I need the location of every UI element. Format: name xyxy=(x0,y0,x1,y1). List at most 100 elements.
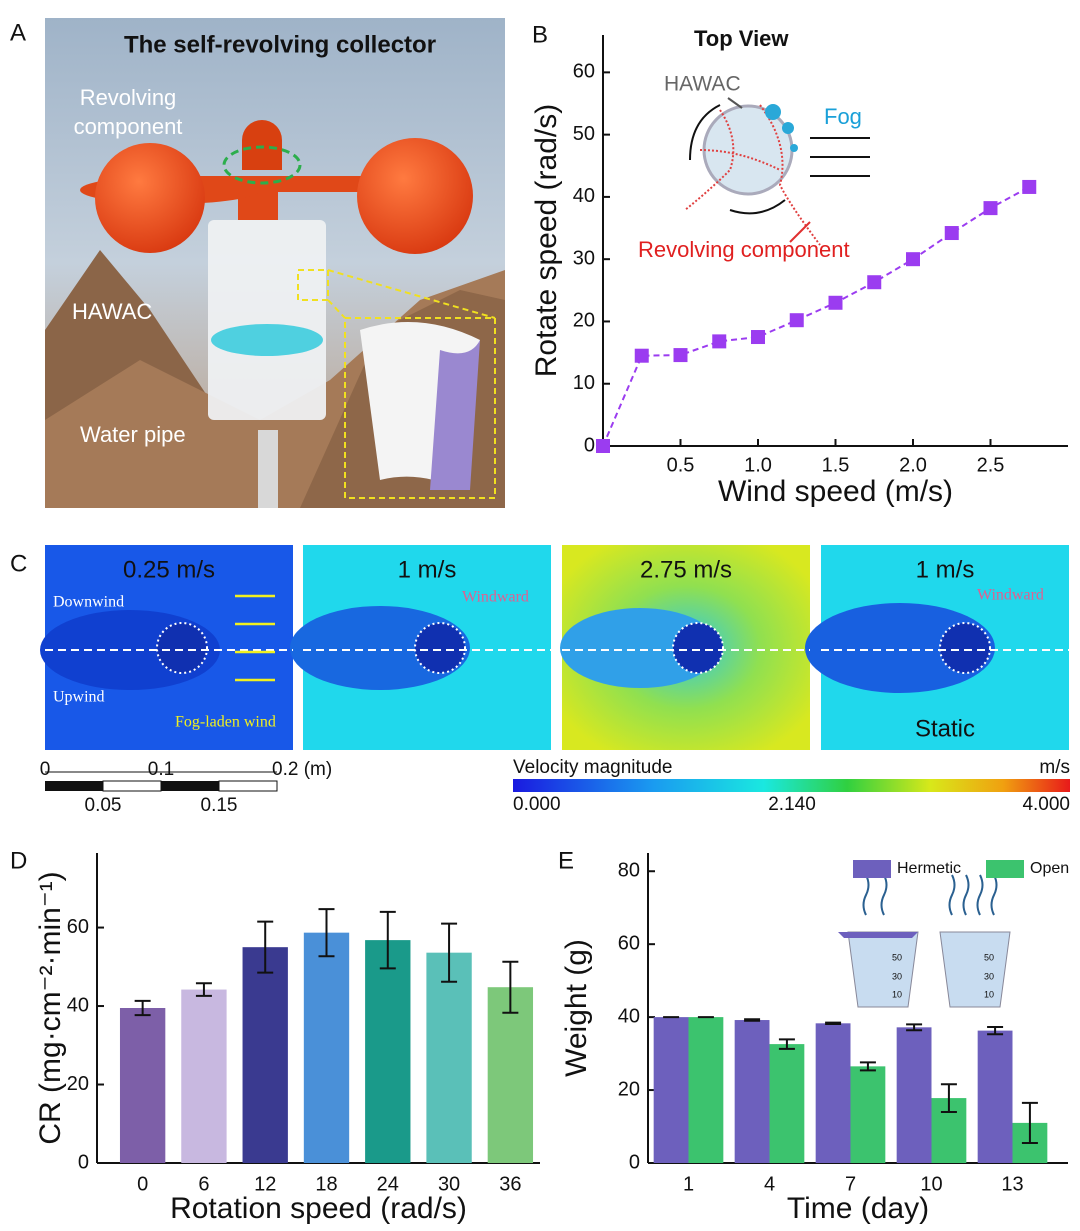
x-tick-label: 12 xyxy=(254,1173,276,1195)
bar xyxy=(303,932,350,1163)
annotation: component xyxy=(74,114,183,139)
marker xyxy=(983,201,998,216)
y-tick-label: 60 xyxy=(618,932,640,954)
y-axis-label: Rotate speed (rad/s) xyxy=(530,104,563,377)
error-bar xyxy=(778,1038,795,1050)
speed-label: 0.25 m/s xyxy=(123,556,215,583)
marker xyxy=(906,252,920,267)
scale-label: 0.15 xyxy=(201,795,238,816)
y-tick-label: 0 xyxy=(584,434,595,456)
marker xyxy=(634,348,649,363)
bar xyxy=(426,952,472,1163)
y-tick-label: 60 xyxy=(67,916,89,938)
beaker-mark: 10 xyxy=(984,989,994,999)
colorbar-label: 0.000 xyxy=(513,794,561,815)
field-label: Fog-laden wind xyxy=(175,714,276,731)
y-tick-label: 10 xyxy=(573,372,595,394)
marker xyxy=(1022,179,1037,194)
panel-e-inset xyxy=(838,874,1011,1008)
legend-swatch xyxy=(986,860,1024,878)
field-label: Static xyxy=(915,715,975,742)
bar xyxy=(734,1020,770,1163)
marker xyxy=(867,275,882,290)
beaker-mark: 30 xyxy=(892,971,902,981)
y-tick-label: 40 xyxy=(573,185,595,207)
colorbar-title: Velocity magnitude xyxy=(513,757,673,778)
beaker-mark: 50 xyxy=(984,952,994,962)
scale-label: 0 xyxy=(40,759,51,780)
error-bar xyxy=(987,1025,1004,1036)
x-tick-label: 1.0 xyxy=(744,454,772,476)
panel-label: E xyxy=(558,847,574,874)
x-axis-label: Wind speed (m/s) xyxy=(718,475,953,508)
panel-label: A xyxy=(10,19,26,46)
bar xyxy=(181,989,227,1163)
bar xyxy=(119,1008,166,1163)
error-bar xyxy=(257,920,274,974)
bar xyxy=(487,987,534,1163)
bar xyxy=(850,1066,886,1163)
y-tick-label: 30 xyxy=(573,247,595,269)
y-tick-label: 40 xyxy=(618,1005,640,1027)
bar xyxy=(769,1044,805,1163)
x-tick-label: 0.5 xyxy=(667,454,695,476)
y-tick-label: 60 xyxy=(573,61,595,83)
x-tick-label: 2.0 xyxy=(899,454,927,476)
x-tick-label: 2.5 xyxy=(977,454,1005,476)
y-tick-label: 20 xyxy=(618,1078,640,1100)
annotation: HAWAC xyxy=(72,299,152,324)
x-tick-label: 13 xyxy=(1001,1173,1023,1195)
y-tick-label: 80 xyxy=(618,860,640,882)
field-label: Downwind xyxy=(53,594,124,611)
marker xyxy=(944,226,959,241)
field-label: Windward xyxy=(977,587,1044,604)
beaker-mark: 50 xyxy=(892,952,902,962)
panel-label: B xyxy=(532,21,548,48)
y-tick-label: 20 xyxy=(67,1073,89,1095)
marker xyxy=(596,439,610,453)
beaker-mark: 30 xyxy=(984,971,994,981)
error-bar xyxy=(744,1018,761,1022)
bar xyxy=(242,947,288,1163)
bar xyxy=(977,1030,1013,1163)
bar xyxy=(815,1023,851,1163)
x-axis-label: Rotation speed (rad/s) xyxy=(170,1192,467,1225)
error-bar xyxy=(318,908,335,958)
bar xyxy=(688,1017,724,1163)
y-tick-label: 40 xyxy=(67,994,89,1016)
panel-label: C xyxy=(10,550,27,577)
x-tick-label: 1.5 xyxy=(822,454,850,476)
panel-a-title: The self-revolving collector xyxy=(124,31,436,58)
marker xyxy=(673,348,688,363)
speed-label: 2.75 m/s xyxy=(640,556,732,583)
panel-c-fields xyxy=(40,545,1070,792)
annotation: Revolving xyxy=(80,85,177,110)
x-axis-label: Time (day) xyxy=(787,1192,929,1225)
colorbar-label: 4.000 xyxy=(1022,794,1070,815)
scale-label: 0.2 (m) xyxy=(272,759,332,780)
y-tick-label: 50 xyxy=(573,123,595,145)
inset-label: Fog xyxy=(824,104,862,129)
error-bar xyxy=(134,999,151,1017)
inset-label: HAWAC xyxy=(664,73,741,96)
marker xyxy=(789,313,804,328)
series-line xyxy=(602,186,1030,447)
panel-label: D xyxy=(10,847,27,874)
bar xyxy=(896,1027,932,1163)
x-tick-label: 30 xyxy=(438,1173,460,1195)
marker xyxy=(828,295,843,310)
field-label: Upwind xyxy=(53,689,105,706)
x-tick-label: 1 xyxy=(683,1173,694,1195)
x-tick-label: 10 xyxy=(920,1173,942,1195)
x-tick-label: 6 xyxy=(198,1173,209,1195)
annotation: Water pipe xyxy=(80,422,186,447)
error-bar xyxy=(1021,1101,1038,1144)
error-bar xyxy=(441,922,458,983)
x-tick-label: 24 xyxy=(377,1173,399,1195)
x-tick-label: 4 xyxy=(764,1173,775,1195)
colorbar-label: 2.140 xyxy=(768,794,816,815)
legend-label: Open xyxy=(1030,860,1069,877)
y-tick-label: 0 xyxy=(629,1151,640,1173)
